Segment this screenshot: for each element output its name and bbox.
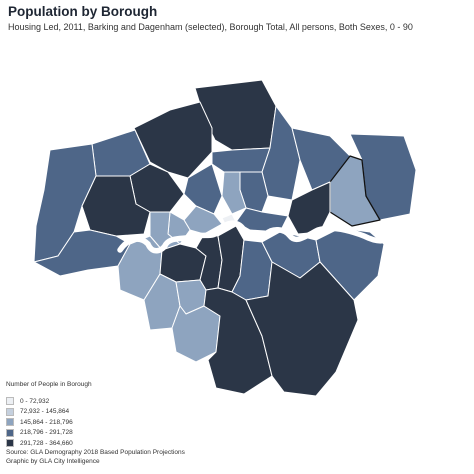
legend-swatch [6, 407, 14, 416]
map-legend: Number of People in Borough 0 - 72,932 7… [6, 381, 92, 449]
legend-label: 0 - 72,932 [20, 397, 50, 405]
legend-label: 218,796 - 291,728 [20, 429, 73, 437]
borough-sutton[interactable] [171, 305, 221, 363]
map-title: Population by Borough [8, 4, 158, 19]
legend-swatch [6, 428, 14, 437]
credit-note: Graphic by GLA City Intelligence [6, 458, 100, 465]
borough-bromley[interactable] [245, 261, 359, 397]
legend-label: 72,932 - 145,864 [20, 408, 70, 416]
source-note: Source: GLA Demography 2018 Based Popula… [6, 449, 185, 456]
legend-title: Number of People in Borough [6, 381, 92, 388]
legend-swatch [6, 439, 14, 448]
river-thames [117, 220, 389, 254]
legend-item: 145,864 - 218,796 [6, 417, 92, 428]
legend-label: 145,864 - 218,796 [20, 418, 73, 426]
legend-swatch [6, 397, 14, 406]
legend-item: 218,796 - 291,728 [6, 428, 92, 439]
legend-item: 0 - 72,932 [6, 396, 92, 407]
legend-label: 291,728 - 364,660 [20, 439, 73, 447]
map-footer: Source: GLA Demography 2018 Based Popula… [6, 448, 185, 466]
borough-croydon[interactable] [203, 287, 273, 395]
legend-item: 72,932 - 145,864 [6, 407, 92, 418]
legend-swatch [6, 418, 14, 427]
borough-hounslow[interactable] [33, 229, 131, 277]
borough-haringey[interactable] [211, 147, 271, 173]
map-subtitle: Housing Led, 2011, Barking and Dagenham … [8, 22, 413, 32]
borough-newham[interactable] [287, 181, 331, 235]
legend-item: 291,728 - 364,660 [6, 438, 92, 449]
